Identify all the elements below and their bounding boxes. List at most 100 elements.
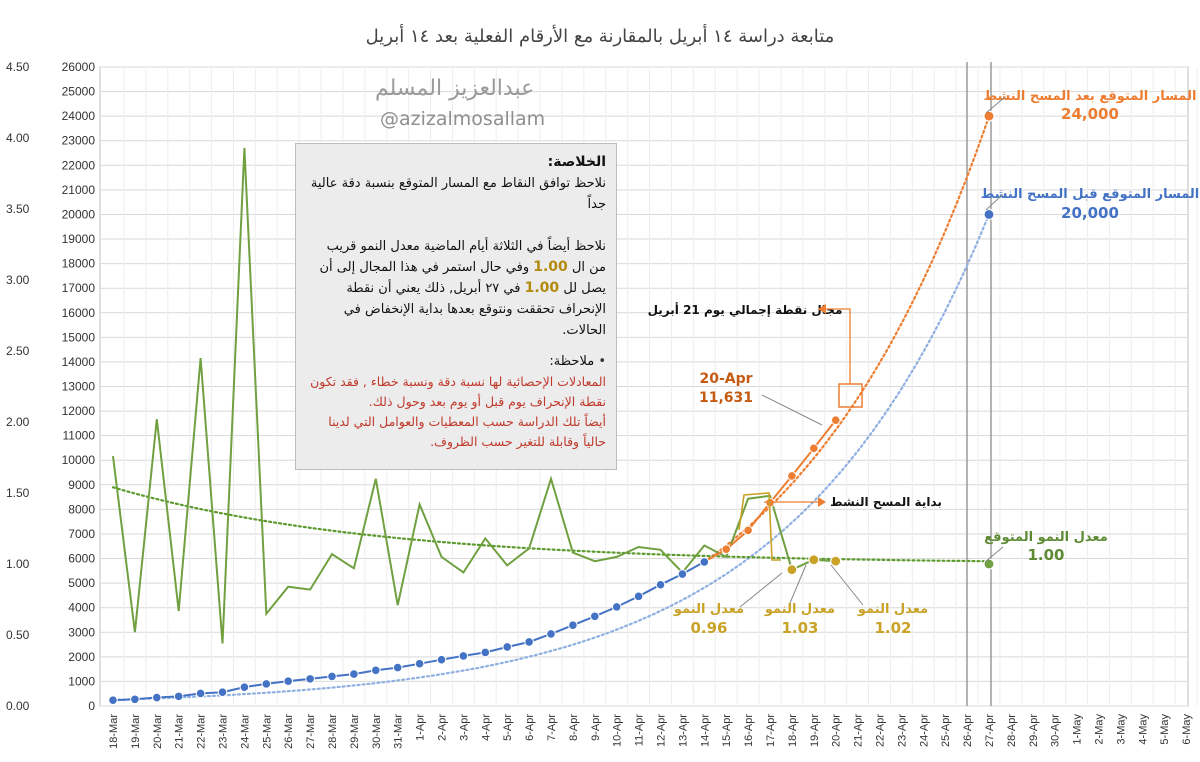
x-tick-label: 23-Mar — [218, 714, 230, 749]
x-tick-label: 7-Apr — [546, 714, 558, 741]
x-tick-label: 6-May — [1181, 714, 1193, 745]
y-left-tick-label: 19000 — [62, 232, 96, 246]
cases-orange-point — [809, 443, 819, 454]
y-right-tick-label: 0.50 — [6, 628, 30, 642]
anno-point20-value: 11,631 — [699, 390, 753, 406]
x-tick-label: 4-Apr — [480, 714, 492, 741]
y-right-tick-label: 3.00 — [6, 273, 30, 287]
cases-orange-point — [743, 525, 753, 536]
cases-blue-point — [239, 682, 250, 692]
y-left-tick-label: 20000 — [62, 207, 96, 221]
cases-blue-point — [699, 557, 710, 567]
y-right-tick-label: 0.00 — [6, 699, 30, 713]
trend-after-survey — [703, 115, 991, 563]
cases-blue-point — [195, 688, 206, 699]
summary-heading-text: الخلاصة — [553, 154, 606, 170]
trend-before-survey — [111, 213, 991, 701]
x-tick-label: 25-Mar — [261, 714, 273, 749]
anno-day21-label: مجال نقطة إجمالي يوم 21 أبريل — [648, 302, 843, 318]
cases-blue-point — [611, 602, 622, 612]
y-left-tick-label: 10000 — [62, 453, 96, 467]
x-tick-label: 26-Mar — [283, 714, 295, 749]
rate-bracket — [738, 492, 781, 561]
x-tick-label: 23-Apr — [896, 714, 908, 747]
y-left-tick-label: 11000 — [63, 429, 96, 443]
reference-lines — [966, 62, 992, 706]
highlight-end-after — [983, 110, 995, 122]
x-tick-label: 1-May — [1072, 714, 1084, 745]
leader-after — [985, 96, 1006, 114]
cases-blue-point — [414, 658, 425, 669]
cases-blue-point — [173, 691, 184, 702]
summary-p2b: وفي حال استمر في هذا المجال إلى أن يصل ل… — [319, 260, 607, 296]
cases-blue-point — [108, 695, 118, 705]
summary-p2: نلاحظ أيضاً في الثلاثة أيام الماضية معدل… — [306, 236, 607, 341]
x-axis: 18-Mar 19-Mar 20-Mar 21-Mar 22-Mar 23-Mar 24-M… — [108, 714, 1193, 749]
y-right-tick-label: 3.50 — [6, 202, 30, 216]
cases-blue-point — [590, 611, 600, 622]
cases-orange-point — [721, 544, 732, 554]
cases-blue-point — [305, 674, 315, 684]
x-tick-label: 14-Apr — [699, 714, 711, 747]
y-left-tick-label: 24000 — [62, 109, 96, 123]
summary-heading: الخلاصة: — [306, 152, 606, 173]
cases-blue-point — [458, 651, 469, 661]
anno-after-label: المسار المتوقع بعد المسح النشط — [984, 89, 1197, 104]
highlight-end-before — [983, 208, 995, 221]
day21-arrow — [826, 308, 851, 384]
cases-blue-line — [112, 561, 705, 702]
cases-blue-point — [633, 591, 644, 602]
x-tick-label: 30-Apr — [1050, 714, 1062, 747]
cases-blue-point — [677, 569, 688, 579]
x-tick-label: 27-Apr — [984, 714, 996, 747]
y-left-tick-label: 4000 — [68, 601, 95, 615]
x-tick-label: 27-Mar — [305, 714, 317, 749]
y-left-tick-label: 16000 — [62, 306, 96, 320]
leader-before — [985, 194, 1003, 211]
x-tick-label: 20-Mar — [152, 714, 164, 749]
cases-blue-point — [152, 692, 162, 703]
cases-blue-point — [261, 679, 272, 689]
summary-note: • ملاحظة: — [306, 351, 606, 372]
y-left-tick-label: 6000 — [68, 552, 95, 566]
trend-growth-rate — [111, 486, 991, 563]
x-tick-label: 12-Apr — [656, 714, 668, 747]
note-line-2: أيضاً تلك الدراسة حسب المعطيات والعوامل … — [328, 414, 606, 449]
cases-blue-point — [283, 676, 294, 686]
x-tick-label: 9-Apr — [590, 714, 602, 741]
summary-p2-val1: 1.00 — [533, 259, 568, 275]
x-tick-label: 18-Apr — [787, 714, 799, 747]
y-right-tick-label: 4.00 — [6, 131, 30, 145]
cases-blue-point — [217, 687, 228, 697]
watermark-handle: @azizalmosallam — [380, 108, 546, 130]
anno-survey-start: بداية المسح النشط — [830, 495, 942, 509]
y-left-tick-label: 17000 — [62, 281, 96, 295]
anno-before-label: المسار المتوقع قبل المسح النشط — [981, 187, 1200, 202]
summary-heading-colon: : — [547, 154, 554, 170]
x-tick-label: 2-May — [1094, 714, 1106, 745]
summary-box: الخلاصة: نلاحظ توافق النقاط مع المسار ال… — [295, 143, 617, 470]
y-left-tick-label: 18000 — [62, 257, 96, 271]
note-title: ملاحظة: — [549, 354, 595, 369]
data-series — [108, 110, 995, 705]
highlight-rate-19 — [808, 554, 820, 566]
x-tick-label: 30-Mar — [371, 714, 383, 749]
cases-blue-point — [524, 637, 534, 647]
x-tick-label: 5-May — [1159, 714, 1171, 745]
x-tick-label: 19-Apr — [809, 714, 821, 747]
x-tick-label: 19-Mar — [130, 714, 142, 749]
y-left-tick-label: 8000 — [68, 502, 95, 516]
y-left-tick-label: 5000 — [68, 576, 95, 590]
x-tick-label: 8-Apr — [568, 714, 580, 741]
x-tick-label: 16-Apr — [743, 714, 755, 747]
summary-p2-val2: 1.00 — [524, 280, 560, 296]
anno-rate3-value: 1.02 — [874, 619, 911, 637]
y-left-tick-label: 15000 — [62, 330, 96, 344]
y-right-tick-label: 4.50 — [6, 60, 30, 74]
x-tick-label: 2-Apr — [437, 714, 449, 741]
cases-blue-point — [392, 662, 403, 673]
x-tick-label: 18-Mar — [108, 714, 120, 749]
leader-rate3 — [830, 564, 864, 606]
y-right-tick-label: 2.50 — [6, 344, 30, 358]
